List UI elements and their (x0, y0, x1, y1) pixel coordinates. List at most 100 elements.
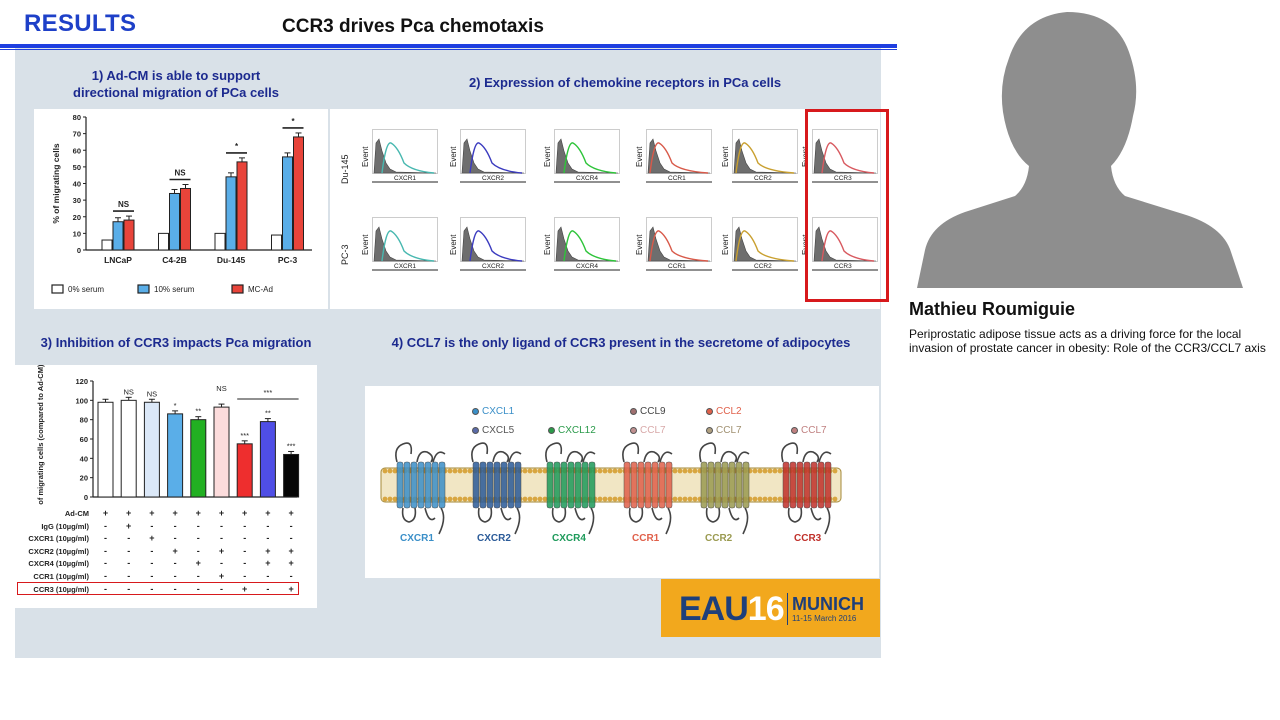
chart1-significance-label: * (235, 142, 239, 151)
treatment-cell: - (243, 533, 247, 544)
ligand-name: CXCL12 (558, 425, 596, 436)
flow-histogram (732, 129, 798, 183)
lipid-head-bottom (537, 496, 543, 502)
lipid-head-bottom (392, 496, 398, 502)
chart1-y-tick-label: 20 (73, 213, 81, 222)
transmembrane-helix (817, 461, 825, 509)
lipid-head-bottom (692, 496, 698, 502)
treatment-cell: - (266, 583, 270, 594)
ligand-label: CCL7 (630, 425, 666, 436)
transmembrane-helix (637, 461, 645, 509)
lipid-head-top (752, 468, 758, 474)
treatment-row-label: CXCR4 (10µg/ml) (28, 559, 89, 569)
section2-title: 2) Expression of chemokine receptors in … (468, 75, 782, 90)
receptor-cxcr4 (545, 442, 596, 535)
results-label: RESULTS (24, 10, 137, 37)
chart2-significance-label: *** (240, 431, 249, 440)
membrane-diagram (380, 442, 842, 535)
transmembrane-helix (493, 461, 501, 509)
treatment-cell: - (220, 583, 223, 594)
lipid-head-top (687, 468, 693, 474)
ligand-dot-icon (630, 408, 637, 415)
treatment-cell: - (104, 533, 107, 544)
chart2-bar (259, 421, 276, 498)
section3-title: 3) Inhibition of CCR3 impacts Pca migrat… (40, 335, 312, 350)
histogram-marker-label: CXCR4 (576, 263, 599, 270)
treatment-cell: - (127, 533, 131, 544)
histogram-plot (372, 217, 438, 271)
chart2-bracket-label: *** (264, 388, 273, 397)
histogram-y-label: Event (635, 146, 644, 167)
lipid-head-bottom (467, 496, 473, 502)
treatment-cell: + (218, 571, 225, 581)
isotype-peak (555, 138, 619, 174)
chart1-bar (101, 239, 113, 251)
transmembrane-helix (707, 461, 715, 509)
isotype-peak (733, 226, 797, 262)
histogram-plot (554, 217, 620, 271)
ccr3-row-highlight (17, 581, 299, 595)
chart1-bar (236, 161, 248, 251)
treatment-cell: - (127, 571, 131, 581)
ligand-dot-icon (706, 408, 713, 415)
marker-curve (649, 230, 709, 262)
histogram-y-label: Event (543, 146, 552, 167)
transmembrane-helix (438, 461, 446, 509)
treatment-cell: - (266, 571, 270, 581)
ccr3-highlight-frame (805, 109, 889, 302)
inhibition-panel: 0 20 40 60 80 100 120 % of migrating cells (com… (15, 364, 317, 608)
lipid-head-top (602, 468, 608, 474)
transmembrane-helix (651, 461, 659, 509)
speaker-avatar (897, 0, 1280, 288)
lipid-head-bottom (762, 496, 768, 502)
chart1-bar (282, 156, 293, 251)
transmembrane-helix (742, 461, 750, 509)
treatment-cell: - (243, 558, 247, 569)
extracellular-loops (471, 442, 522, 463)
extracellular-loops (622, 442, 673, 463)
ligand-label: CCL7 (706, 425, 742, 436)
chart1-significance-label: NS (174, 168, 186, 177)
ligand-dot-icon (548, 427, 555, 434)
ligand-name: CCL2 (716, 406, 742, 417)
receptor-label: CCR3 (794, 533, 822, 544)
eau-logo-text: EAU16 (679, 590, 785, 628)
treatment-cell: - (196, 545, 200, 556)
treatment-cell: - (150, 520, 154, 531)
histogram-y-label: Event (635, 234, 644, 255)
flow-histogram (460, 129, 526, 183)
treatment-cell: - (196, 583, 200, 594)
histogram-plot (554, 129, 620, 183)
ligand-name: CXCL1 (482, 406, 515, 417)
treatment-cell: + (172, 508, 178, 518)
transmembrane-helix (789, 461, 797, 509)
lipid-head-bottom (777, 496, 783, 502)
transmembrane-helix (500, 461, 508, 509)
chart2-bar (143, 401, 160, 498)
chart1-bar (158, 232, 169, 251)
flow-histogram (732, 217, 798, 271)
lipid-head-top (392, 468, 398, 474)
treatment-cell: - (243, 545, 247, 556)
marker-curve (381, 230, 435, 262)
transmembrane-helix (728, 461, 736, 509)
treatment-cell: + (172, 545, 178, 556)
receptor-ccr3 (781, 442, 832, 535)
histogram-marker-label: CCR3 (834, 263, 852, 270)
treatment-cell: - (220, 520, 223, 531)
isotype-peak (461, 226, 525, 262)
isotype-peak (813, 226, 877, 262)
lipid-head-top (612, 468, 618, 474)
lipid-head-bottom (457, 496, 463, 502)
chart2-y-tick-label: 120 (75, 377, 88, 386)
extracellular-loops (699, 442, 750, 463)
person-silhouette-icon (917, 12, 1243, 288)
ligand-dot-icon (706, 427, 713, 434)
chart1-category-label: LNCaP (104, 255, 132, 265)
treatment-cell: - (150, 583, 154, 594)
chart1-legend-swatch (51, 284, 64, 294)
histogram-marker-label: CCR2 (754, 175, 772, 182)
lipid-head-bottom (542, 496, 548, 502)
transmembrane-helix (581, 461, 589, 509)
histogram-plot (812, 217, 878, 271)
